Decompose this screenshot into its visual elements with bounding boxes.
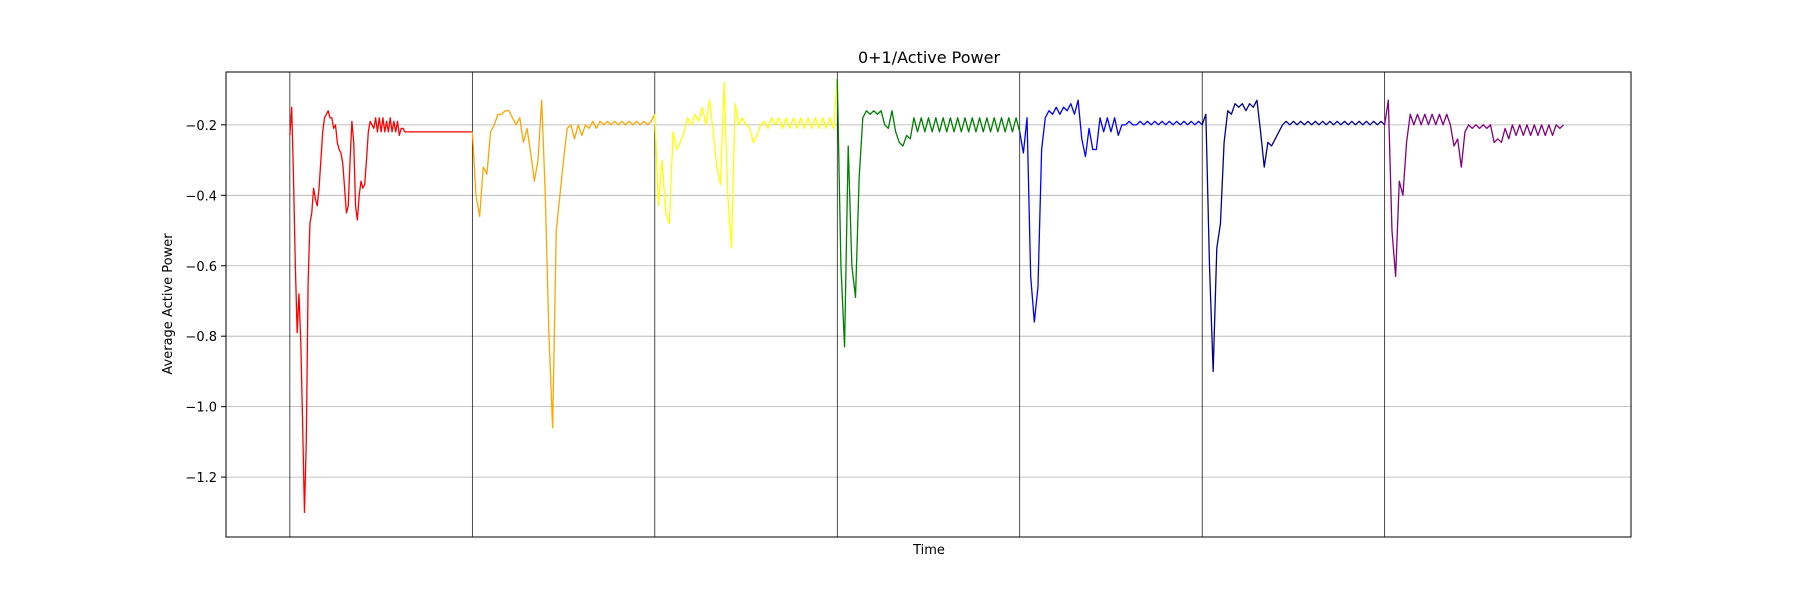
y-tick-label-5: −1.2 xyxy=(185,471,217,486)
y-tick-label-0: −0.2 xyxy=(185,119,217,134)
y-axis-label: Average Active Power xyxy=(161,233,176,375)
y-tick-label-4: −1.0 xyxy=(185,401,217,416)
y-tick-label-1: −0.4 xyxy=(185,189,217,204)
chart-title: 0+1/Active Power xyxy=(858,48,1001,67)
x-axis-label: Time xyxy=(912,543,945,558)
y-tick-label-3: −0.8 xyxy=(185,330,217,345)
y-tick-label-2: −0.6 xyxy=(185,260,217,275)
